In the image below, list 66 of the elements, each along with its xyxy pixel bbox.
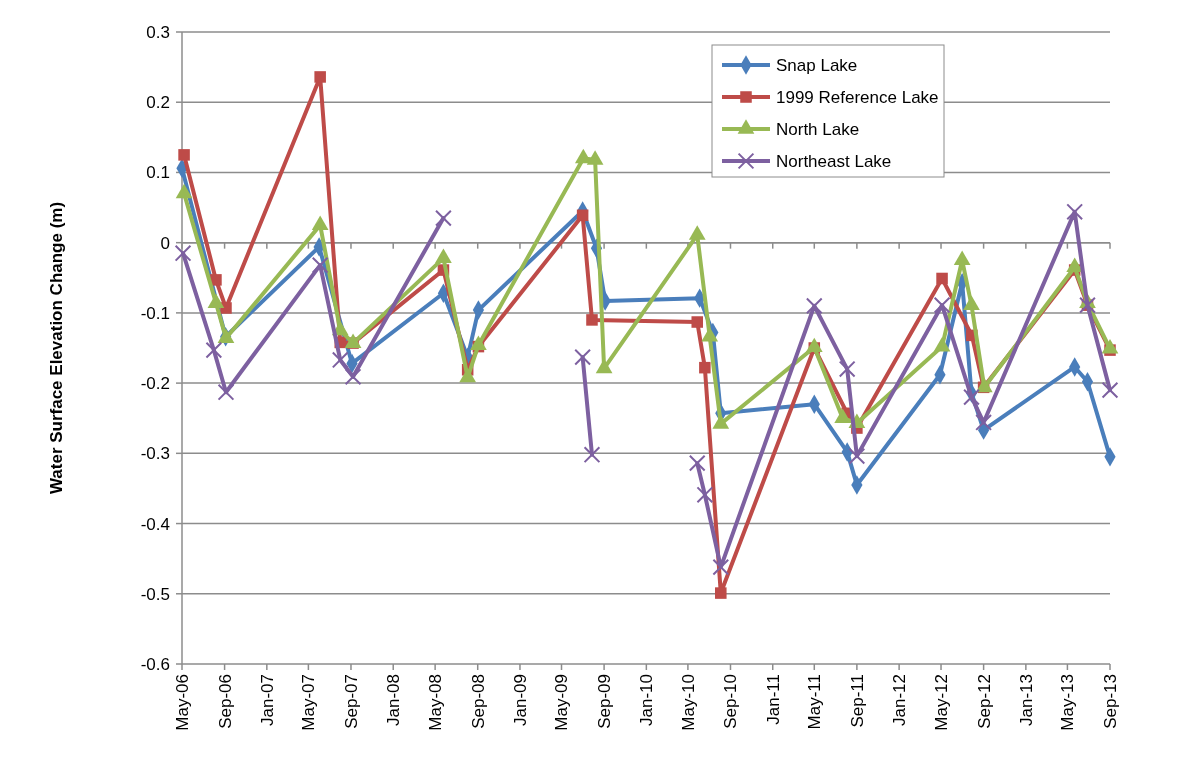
- x-tick-label: Sep-06: [215, 674, 235, 729]
- y-tick-label: -0.4: [140, 514, 170, 534]
- x-tick-label: Jan-08: [384, 674, 404, 726]
- x-tick-label: May-07: [299, 674, 319, 731]
- x-tick-label: May-08: [426, 674, 446, 731]
- point: [217, 383, 235, 401]
- point: [435, 209, 452, 227]
- x-tick-label: Jan-10: [637, 674, 657, 726]
- x-tick-label: Sep-10: [721, 674, 741, 729]
- y-tick-label: -0.5: [140, 584, 170, 604]
- legend-label: 1999 Reference Lake: [776, 87, 939, 107]
- y-tick-label: 0: [160, 233, 170, 253]
- y-tick-label: 0.1: [146, 163, 170, 183]
- x-tick-label: Sep-11: [847, 674, 867, 728]
- x-tick-label: May-10: [678, 674, 698, 731]
- y-tick-label: -0.1: [140, 303, 170, 323]
- point: [975, 414, 993, 431]
- point: [933, 296, 951, 314]
- legend-label: Northeast Lake: [776, 151, 892, 171]
- point: [174, 244, 192, 262]
- x-tick-label: May-09: [552, 674, 572, 731]
- point: [688, 454, 706, 472]
- x-tick-label: Sep-12: [974, 674, 994, 729]
- point: [696, 486, 714, 504]
- point: [848, 447, 866, 465]
- point: [586, 314, 598, 326]
- point: [344, 368, 362, 386]
- point: [1101, 381, 1119, 399]
- point: [838, 360, 856, 378]
- x-tick-label: Jan-07: [257, 674, 277, 726]
- x-tick-label: May-12: [931, 674, 951, 731]
- y-tick-label: -0.2: [140, 374, 170, 394]
- point: [314, 71, 326, 83]
- legend-label: Snap Lake: [776, 55, 858, 75]
- x-tick-label: Sep-13: [1100, 674, 1120, 729]
- x-tick-label: Jan-11: [763, 674, 783, 725]
- point: [574, 348, 592, 366]
- point: [311, 256, 329, 274]
- point: [699, 361, 711, 374]
- x-tick-label: Jan-13: [1016, 674, 1036, 726]
- point: [712, 558, 730, 576]
- point: [691, 316, 704, 328]
- point: [178, 149, 190, 161]
- point: [936, 272, 948, 285]
- y-tick-label: -0.6: [140, 654, 170, 674]
- x-tick-label: May-06: [172, 674, 192, 731]
- point: [715, 587, 727, 599]
- x-tick-label: Jan-12: [890, 674, 910, 726]
- y-tick-label: -0.3: [140, 444, 170, 464]
- y-tick-label: 0.2: [146, 93, 170, 113]
- x-tick-label: Sep-08: [468, 674, 488, 729]
- x-tick-label: Sep-07: [341, 674, 361, 729]
- point: [805, 297, 823, 315]
- y-axis-title: Water Surface Elevation Change (m): [47, 201, 66, 495]
- x-tick-label: Jan-09: [510, 674, 530, 726]
- legend-label: North Lake: [776, 119, 860, 139]
- point: [583, 446, 601, 464]
- point: [331, 351, 349, 369]
- point: [205, 341, 223, 359]
- point: [1066, 203, 1084, 221]
- point: [963, 388, 980, 406]
- x-tick-label: May-13: [1058, 674, 1078, 731]
- x-tick-label: May-11: [805, 674, 825, 730]
- point: [576, 209, 589, 222]
- x-tick-label: Sep-09: [595, 674, 615, 729]
- y-tick-label: 0.3: [146, 22, 170, 42]
